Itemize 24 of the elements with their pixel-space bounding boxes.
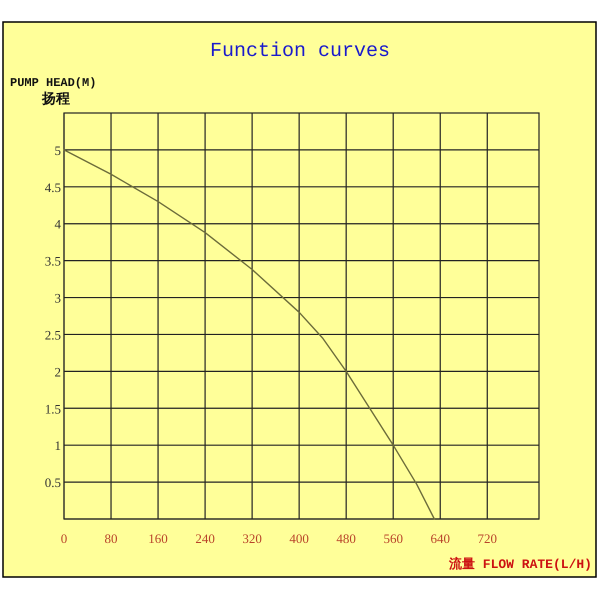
- x-tick-label: 400: [289, 531, 309, 546]
- x-tick-label: 0: [60, 531, 68, 546]
- x-tick-label: 720: [478, 531, 498, 546]
- x-tick-label: 80: [104, 531, 118, 546]
- y-tick-label: 1: [54, 438, 61, 454]
- y-tick-label: 5: [54, 142, 61, 158]
- y-tick-label: 0.5: [44, 475, 61, 490]
- x-tick-label: 640: [430, 531, 450, 546]
- x-axis-title: 流量 FLOW RATE(L/H): [448, 556, 592, 572]
- y-tick-label: 4: [54, 216, 62, 232]
- x-tick-label: 480: [336, 531, 356, 546]
- y-tick-label: 3: [54, 290, 61, 306]
- y-tick-label: 1.5: [44, 401, 61, 416]
- line-series: [63, 149, 436, 520]
- x-tick-label: 560: [383, 531, 403, 546]
- y-tick-label: 2.5: [44, 327, 61, 342]
- y-tick-label: 4.5: [44, 180, 61, 195]
- x-tick-label: 320: [242, 531, 262, 546]
- y-axis-title: PUMP HEAD(M) 扬程: [10, 76, 96, 108]
- x-tick-label: 160: [148, 531, 168, 546]
- y-tick-label: 3.5: [44, 254, 61, 269]
- chart-title: Function curves: [210, 40, 390, 63]
- y-tick-label: 2: [54, 364, 61, 380]
- x-tick-label: 240: [195, 531, 215, 546]
